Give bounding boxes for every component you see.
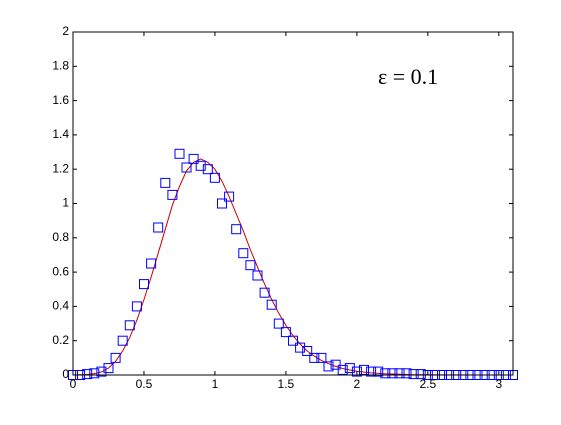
x-tick-label: 2 [354,377,361,391]
data-point-square [280,327,291,338]
data-point-square [316,352,327,363]
data-point-square [337,364,348,375]
data-point-square [224,191,235,202]
y-tick-label: 0.8 [52,230,69,244]
x-tick-label: 0 [70,377,77,391]
x-axis-ticks: 0 0.5 1 1.5 2 2.5 3 [70,32,502,391]
fitted-curve-line [72,158,513,376]
data-point-square [259,287,270,298]
x-tick-label: 1 [212,377,219,391]
y-tick-label: 1.6 [52,93,69,107]
x-tick-label: 0.5 [136,377,153,391]
data-point-square [351,366,362,377]
data-point-square [124,320,135,331]
data-point-square [231,224,242,235]
data-point-square [188,153,199,164]
data-point-square [323,361,334,372]
data-point-square [117,335,128,346]
curve-layer [72,158,513,376]
data-point-square [174,148,185,159]
data-point-square [266,299,277,310]
data-point-square [394,368,405,379]
data-point-square [146,258,157,269]
y-tick-label: 1.8 [52,58,69,72]
data-point-square [380,368,391,379]
data-point-square [131,301,142,312]
data-point-square [202,164,213,175]
data-point-square [110,352,121,363]
data-point-square [209,172,220,183]
data-point-square [89,368,100,379]
data-point-square [252,270,263,281]
data-point-square [238,248,249,259]
data-point-square [195,160,206,171]
plot-background [73,32,513,375]
data-point-square [160,177,171,188]
y-tick-label: 2 [62,24,69,38]
data-point-square [273,318,284,329]
data-point-square [139,279,149,290]
x-tick-label: 1.5 [278,377,295,391]
y-tick-label: 1 [62,196,69,210]
data-point-square [82,369,93,380]
y-tick-label: 0 [62,367,69,381]
data-point-square [359,364,369,375]
y-tick-label: 0.2 [52,333,69,347]
data-point-square [373,366,384,377]
data-point-square [408,369,419,380]
epsilon-annotation: ε = 0.1 [378,64,438,89]
y-axis-ticks: 0 0.2 0.4 0.6 0.8 1 1.2 1.4 1.6 1.8 2 [52,24,513,381]
data-point-square [415,369,426,380]
data-point-square [288,335,298,346]
data-point-square [302,346,313,356]
y-tick-label: 1.2 [52,161,69,175]
data-point-square [366,366,377,377]
data-point-square [330,359,341,370]
data-point-square [217,198,227,209]
data-point-square [295,342,306,353]
data-point-square [387,368,398,379]
data-point-square [181,162,192,173]
data-point-square [309,352,320,363]
data-point-square [167,189,178,200]
data-point-square [245,260,256,271]
y-tick-label: 0.4 [52,299,69,313]
data-point-square [153,222,164,233]
x-tick-label: 3 [495,377,502,391]
data-point-square [103,363,114,374]
y-tick-label: 1.4 [52,127,69,141]
data-point-square [96,366,107,377]
y-tick-label: 0.6 [52,264,69,278]
data-point-square [401,368,412,379]
data-point-square [344,363,355,374]
x-tick-label: 2.5 [419,377,436,391]
